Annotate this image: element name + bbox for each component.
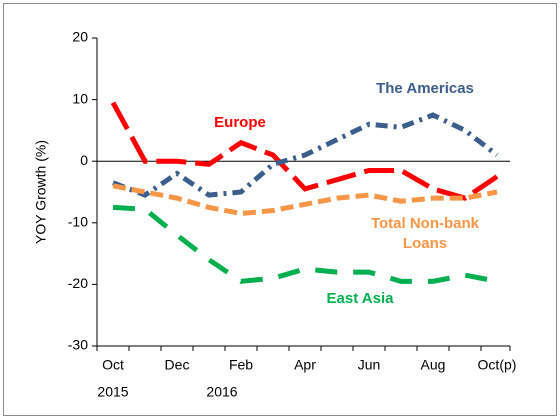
y-tick-label: -30: [68, 337, 88, 353]
y-axis-title: YOY Growth (%): [33, 140, 49, 244]
series-line: [112, 183, 498, 217]
x-tick-label: Apr: [294, 357, 316, 373]
year-label: 2015: [97, 384, 128, 400]
series-line: [110, 101, 499, 201]
x-tick-label: Oct(p): [478, 357, 517, 373]
x-tick-label: Oct: [102, 357, 124, 373]
x-tick-label: Feb: [229, 357, 253, 373]
y-tick-label: -20: [68, 275, 88, 291]
series-label: The Americas: [376, 80, 474, 97]
x-tick-label: Aug: [421, 357, 446, 373]
series-label: Total Non-bank Loans: [370, 215, 480, 252]
year-label: 2016: [206, 384, 237, 400]
y-tick-label: 10: [72, 90, 88, 106]
x-tick-label: Jun: [358, 357, 381, 373]
y-tick-label: -10: [68, 214, 88, 230]
y-tick-label: 20: [72, 29, 88, 45]
x-tick-label: Dec: [165, 357, 190, 373]
series-line: [112, 112, 499, 198]
series-label: Europe: [214, 114, 266, 131]
series-label: East Asia: [326, 290, 394, 307]
frame: [3, 3, 557, 416]
y-tick-label: 0: [80, 152, 88, 168]
series-line: [112, 204, 498, 284]
